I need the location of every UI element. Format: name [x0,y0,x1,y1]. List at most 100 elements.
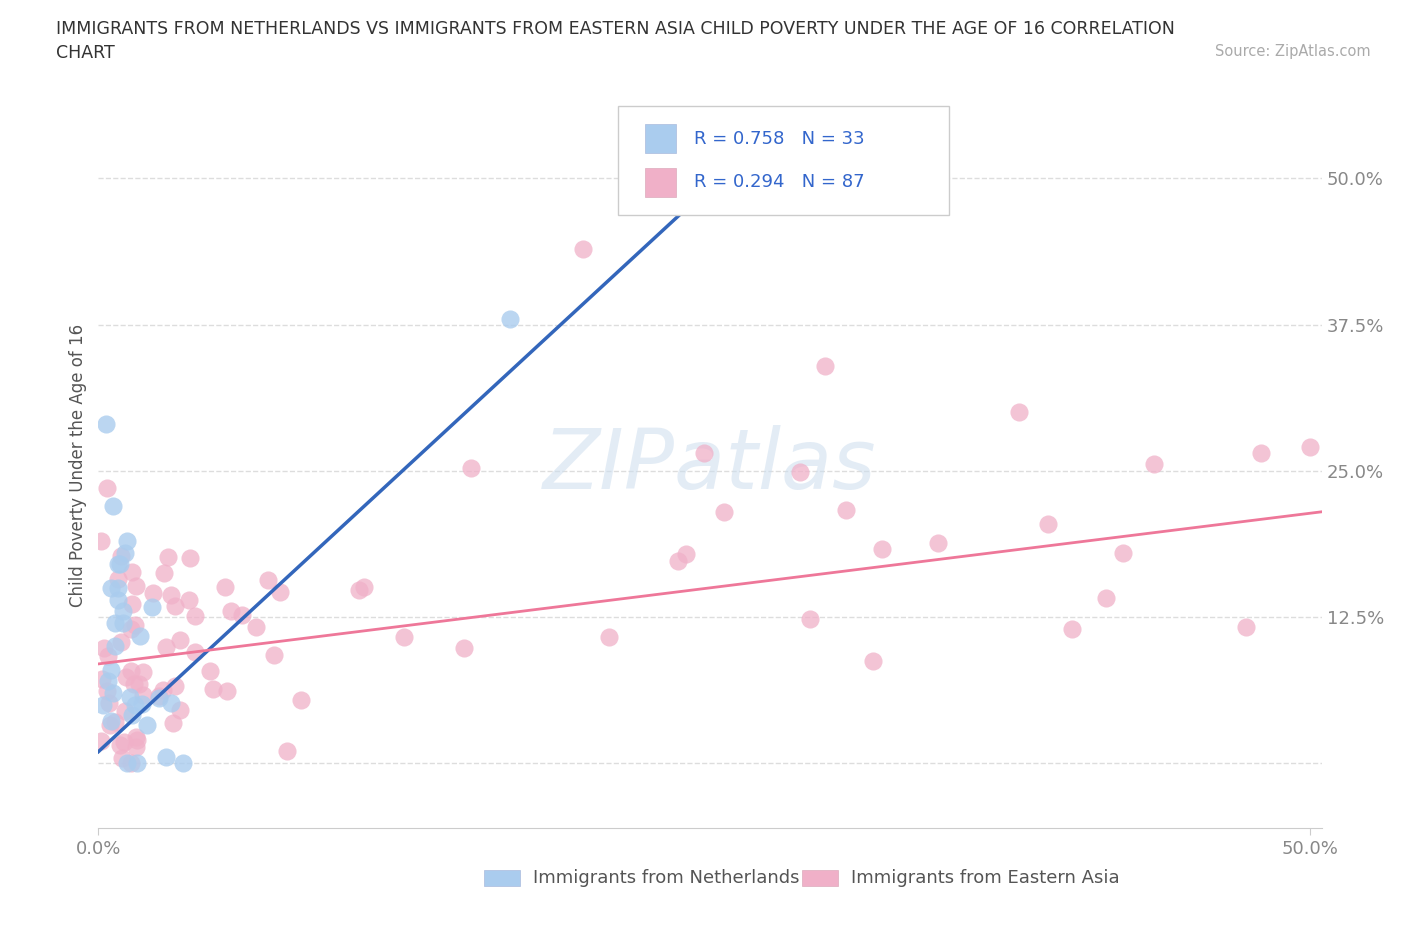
Point [131,697,153,711]
Point [1008,405,1031,419]
Point [789,465,811,480]
Point [1094,591,1116,606]
Text: R = 0.294   N = 87: R = 0.294 N = 87 [695,173,865,191]
Point [172,756,194,771]
Point [572,241,595,256]
Point [93,640,115,655]
Point [101,685,124,700]
Point [100,714,122,729]
Point [111,751,134,765]
Point [870,541,893,556]
Text: IMMIGRANTS FROM NETHERLANDS VS IMMIGRANTS FROM EASTERN ASIA CHILD POVERTY UNDER : IMMIGRANTS FROM NETHERLANDS VS IMMIGRANT… [56,20,1175,38]
Point [110,634,132,649]
Point [290,693,312,708]
Point [460,461,482,476]
Point [142,586,165,601]
Point [90,533,112,548]
Point [90,734,112,749]
Point [276,744,298,759]
Point [675,547,697,562]
Point [148,688,170,703]
Point [111,616,134,631]
Point [110,557,132,572]
Point [107,592,129,607]
Point [156,550,179,565]
Point [100,718,122,733]
Point [112,735,135,750]
Point [117,534,139,549]
Point [120,756,142,771]
Point [598,630,620,644]
Point [179,551,201,565]
Point [124,676,146,691]
Text: CHART: CHART [56,44,115,61]
Point [814,358,837,373]
Point [155,639,177,654]
Point [107,580,129,595]
Point [120,621,142,636]
Point [91,698,114,712]
Text: ZIPatlas: ZIPatlas [543,424,877,506]
FancyBboxPatch shape [645,167,676,196]
Point [713,505,735,520]
Point [100,580,122,595]
Point [128,677,150,692]
Point [169,702,191,717]
Point [245,619,267,634]
Point [231,607,253,622]
Point [121,596,143,611]
Point [98,696,121,711]
Point [162,715,184,730]
Point [165,598,187,613]
Y-axis label: Child Poverty Under the Age of 16: Child Poverty Under the Age of 16 [69,324,87,606]
Point [1062,621,1084,636]
Point [217,684,239,698]
Point [394,630,416,644]
Point [198,663,221,678]
FancyBboxPatch shape [801,870,838,886]
Point [257,572,280,587]
Point [152,683,174,698]
Point [127,756,149,771]
Point [155,750,177,764]
Point [101,498,124,513]
Point [160,696,183,711]
Text: Immigrants from Eastern Asia: Immigrants from Eastern Asia [851,870,1119,887]
Point [107,571,129,586]
Point [201,682,224,697]
Point [269,585,291,600]
Point [184,608,207,623]
Point [124,618,146,632]
Point [104,616,127,631]
Point [169,632,191,647]
Point [118,689,141,704]
Point [120,664,142,679]
FancyBboxPatch shape [484,870,520,886]
Point [1298,440,1320,455]
Text: Source: ZipAtlas.com: Source: ZipAtlas.com [1215,44,1371,59]
Point [111,604,134,618]
Point [184,644,207,659]
Point [666,553,689,568]
Point [1038,517,1060,532]
Point [90,671,112,686]
Point [104,639,127,654]
Point [1111,546,1133,561]
Point [121,565,143,580]
Point [104,714,127,729]
Point [96,684,118,698]
Point [96,481,118,496]
Point [159,588,181,603]
Point [765,124,787,139]
Point [115,670,138,684]
Point [214,579,236,594]
Point [97,649,120,664]
Point [114,703,136,718]
Point [163,678,186,693]
Point [100,662,122,677]
Point [835,503,858,518]
Point [453,641,475,656]
Point [117,756,139,771]
Point [353,579,375,594]
Text: R = 0.758   N = 33: R = 0.758 N = 33 [695,129,865,148]
